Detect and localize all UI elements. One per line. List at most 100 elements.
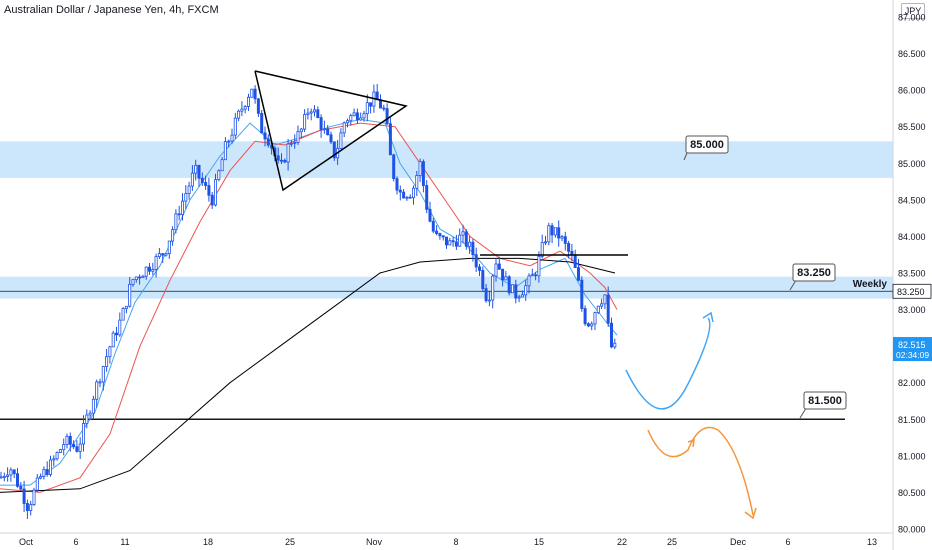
candle[interactable] xyxy=(171,226,175,246)
callout-85000[interactable] xyxy=(685,135,729,154)
candle[interactable] xyxy=(243,105,247,114)
candle[interactable] xyxy=(312,105,316,117)
candle[interactable] xyxy=(9,467,13,482)
candle[interactable] xyxy=(402,189,406,199)
candle[interactable] xyxy=(322,120,326,134)
candle[interactable] xyxy=(75,440,79,453)
candle[interactable] xyxy=(279,153,283,164)
candle[interactable] xyxy=(593,311,597,330)
candle[interactable] xyxy=(550,222,554,244)
candle[interactable] xyxy=(563,231,567,251)
candle[interactable] xyxy=(332,141,336,161)
candle[interactable] xyxy=(256,97,260,117)
candle[interactable] xyxy=(35,474,39,493)
candle[interactable] xyxy=(369,102,373,114)
candle[interactable] xyxy=(240,101,244,117)
candle[interactable] xyxy=(167,240,171,259)
candle[interactable] xyxy=(65,433,69,449)
candle[interactable] xyxy=(497,256,501,270)
candle[interactable] xyxy=(12,469,16,479)
candle[interactable] xyxy=(553,227,557,238)
candle[interactable] xyxy=(39,473,43,480)
candle[interactable] xyxy=(78,437,82,459)
candle[interactable] xyxy=(233,112,237,139)
candle[interactable] xyxy=(118,312,122,337)
candle[interactable] xyxy=(438,232,442,240)
candle[interactable] xyxy=(448,237,452,246)
candle[interactable] xyxy=(583,305,587,326)
candle[interactable] xyxy=(0,471,3,479)
candle[interactable] xyxy=(319,114,323,138)
candle[interactable] xyxy=(316,106,320,119)
candle[interactable] xyxy=(283,158,287,164)
triangle-pattern[interactable] xyxy=(254,70,408,192)
candle[interactable] xyxy=(425,180,429,214)
candle[interactable] xyxy=(487,291,491,307)
candle[interactable] xyxy=(507,275,511,296)
candle[interactable] xyxy=(303,109,307,133)
candle[interactable] xyxy=(494,257,498,282)
candle[interactable] xyxy=(174,209,178,234)
candle[interactable] xyxy=(246,93,250,111)
candle[interactable] xyxy=(121,307,125,321)
zone-83.250[interactable] xyxy=(0,276,893,299)
candle[interactable] xyxy=(6,467,10,482)
candle[interactable] xyxy=(600,298,604,310)
candle[interactable] xyxy=(91,395,95,420)
candle[interactable] xyxy=(510,284,514,294)
candle[interactable] xyxy=(468,236,472,254)
candle[interactable] xyxy=(342,121,346,138)
candle[interactable] xyxy=(590,321,594,331)
candle[interactable] xyxy=(85,409,89,429)
candle[interactable] xyxy=(230,128,234,144)
candle[interactable] xyxy=(68,432,72,452)
candle[interactable] xyxy=(557,220,561,247)
candle[interactable] xyxy=(263,126,267,147)
candle[interactable] xyxy=(299,127,303,138)
candle[interactable] xyxy=(164,253,168,257)
candle[interactable] xyxy=(392,153,396,182)
candle[interactable] xyxy=(567,240,571,259)
candle[interactable] xyxy=(610,317,614,349)
candle[interactable] xyxy=(144,266,148,280)
candle[interactable] xyxy=(266,134,270,148)
candle[interactable] xyxy=(55,451,59,461)
candle[interactable] xyxy=(180,193,184,221)
candle[interactable] xyxy=(530,268,534,277)
candle[interactable] xyxy=(131,279,135,287)
candle[interactable] xyxy=(25,499,29,519)
candle[interactable] xyxy=(378,94,382,109)
candle[interactable] xyxy=(154,253,158,278)
candle[interactable] xyxy=(19,482,23,491)
currency-badge[interactable]: JPY xyxy=(901,3,925,19)
candle[interactable] xyxy=(72,440,76,450)
candle[interactable] xyxy=(613,338,617,350)
callout-83250[interactable] xyxy=(792,263,836,282)
candle[interactable] xyxy=(293,134,297,149)
candle[interactable] xyxy=(22,480,26,512)
candle[interactable] xyxy=(547,222,551,246)
candle[interactable] xyxy=(329,131,333,145)
candle[interactable] xyxy=(428,201,432,223)
candle[interactable] xyxy=(405,195,409,201)
candle[interactable] xyxy=(157,248,161,259)
candle[interactable] xyxy=(138,274,142,285)
candle[interactable] xyxy=(237,109,241,122)
candle[interactable] xyxy=(411,185,415,205)
candle[interactable] xyxy=(484,284,488,303)
candle[interactable] xyxy=(577,258,581,282)
candle[interactable] xyxy=(355,108,359,124)
candle[interactable] xyxy=(124,305,128,314)
candle[interactable] xyxy=(606,286,610,327)
candle[interactable] xyxy=(458,228,462,247)
candle[interactable] xyxy=(32,487,36,507)
candle[interactable] xyxy=(415,170,419,197)
candle[interactable] xyxy=(194,159,198,181)
candle[interactable] xyxy=(42,466,46,480)
candle[interactable] xyxy=(398,185,402,201)
current-price-badge[interactable] xyxy=(893,337,932,362)
candle[interactable] xyxy=(62,438,66,456)
candle[interactable] xyxy=(58,448,62,453)
candle[interactable] xyxy=(537,251,541,283)
